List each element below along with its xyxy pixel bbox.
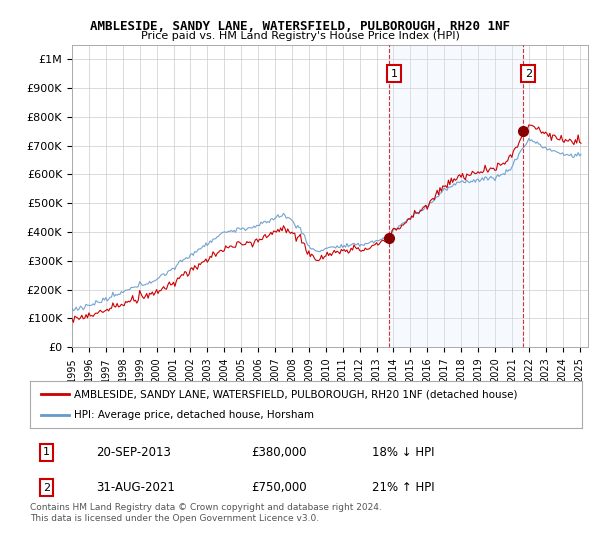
Text: 2: 2 <box>43 483 50 493</box>
Text: 1: 1 <box>43 447 50 458</box>
Text: Contains HM Land Registry data © Crown copyright and database right 2024.
This d: Contains HM Land Registry data © Crown c… <box>30 503 382 522</box>
Text: £750,000: £750,000 <box>251 481 307 494</box>
Text: 20-SEP-2013: 20-SEP-2013 <box>96 446 171 459</box>
Text: AMBLESIDE, SANDY LANE, WATERSFIELD, PULBOROUGH, RH20 1NF (detached house): AMBLESIDE, SANDY LANE, WATERSFIELD, PULB… <box>74 389 518 399</box>
Text: Price paid vs. HM Land Registry's House Price Index (HPI): Price paid vs. HM Land Registry's House … <box>140 31 460 41</box>
Text: 21% ↑ HPI: 21% ↑ HPI <box>372 481 435 494</box>
Bar <box>389 45 523 347</box>
Text: HPI: Average price, detached house, Horsham: HPI: Average price, detached house, Hors… <box>74 410 314 420</box>
Text: 2: 2 <box>525 68 532 78</box>
Text: 1: 1 <box>391 68 398 78</box>
Text: £380,000: £380,000 <box>251 446 307 459</box>
Text: AMBLESIDE, SANDY LANE, WATERSFIELD, PULBOROUGH, RH20 1NF: AMBLESIDE, SANDY LANE, WATERSFIELD, PULB… <box>90 20 510 32</box>
Text: 31-AUG-2021: 31-AUG-2021 <box>96 481 175 494</box>
Text: 18% ↓ HPI: 18% ↓ HPI <box>372 446 435 459</box>
